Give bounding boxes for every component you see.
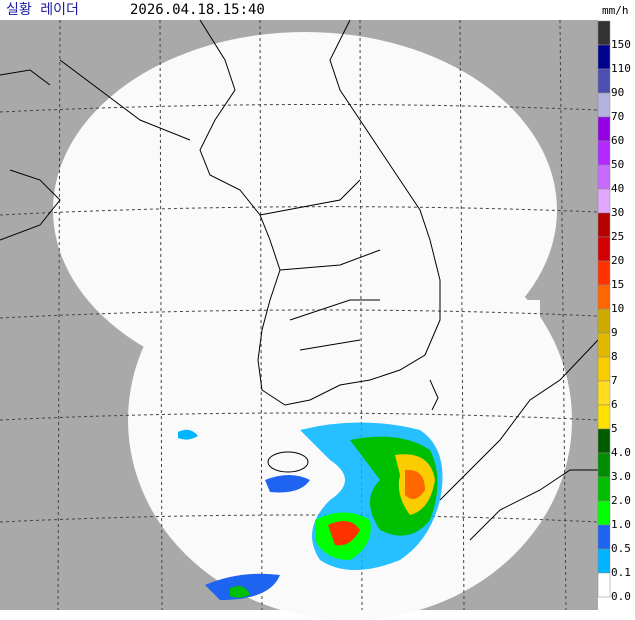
precipitation [178,422,443,600]
legend-swatch [597,236,611,262]
legend-label: 40 [611,182,624,195]
legend-label: 25 [611,230,624,243]
legend-label: 60 [611,134,624,147]
legend-swatch [597,452,611,478]
legend-label: 10 [611,302,624,315]
legend-label: 4.0 [611,446,631,459]
legend-label: 1.0 [611,518,631,531]
legend-swatch [597,20,611,46]
unit-label: mm/h [602,4,629,17]
legend-label: 30 [611,206,624,219]
legend-swatch [597,356,611,382]
timestamp: 2026.04.18.15:40 [130,2,265,18]
legend-swatch [597,572,611,598]
legend-label: 5 [611,422,618,435]
coastlines [0,19,599,541]
legend: 150 110 90 70 60 50 40 30 25 20 15 10 9 8 7 6 5 4.0 3.0 2.0… [597,20,631,603]
legend-label: 90 [611,86,624,99]
graticule [0,19,599,611]
legend-swatch [597,92,611,118]
legend-swatch [597,524,611,550]
legend-swatch [597,428,611,454]
legend-swatch [597,332,611,358]
legend-swatch [597,44,611,70]
legend-label: 0.1 [611,566,631,579]
legend-swatch [597,500,611,526]
legend-swatch [597,548,611,574]
legend-label: 110 [611,62,631,75]
legend-swatch [597,284,611,310]
legend-swatch [597,116,611,142]
legend-label: 15 [611,278,624,291]
legend-swatch [597,68,611,94]
page-title: 실황 레이더 [6,2,79,18]
legend-label: 50 [611,158,624,171]
legend-label: 0.5 [611,542,631,555]
legend-swatch [597,380,611,406]
legend-label: 3.0 [611,470,631,483]
legend-swatch [597,404,611,430]
legend-label: 7 [611,374,618,387]
legend-swatch [597,188,611,214]
legend-label: 20 [611,254,624,267]
map [0,19,599,620]
legend-swatch [597,140,611,166]
legend-label: 9 [611,326,618,339]
legend-swatch [597,260,611,286]
legend-swatch [597,164,611,190]
legend-label: 70 [611,110,624,123]
legend-label: 6 [611,398,618,411]
legend-label: 2.0 [611,494,631,507]
legend-label: 8 [611,350,618,363]
legend-label: 0.0 [611,590,631,603]
legend-swatch [597,212,611,238]
legend-label: 150 [611,38,631,51]
legend-swatch [597,476,611,502]
legend-swatch [597,308,611,334]
